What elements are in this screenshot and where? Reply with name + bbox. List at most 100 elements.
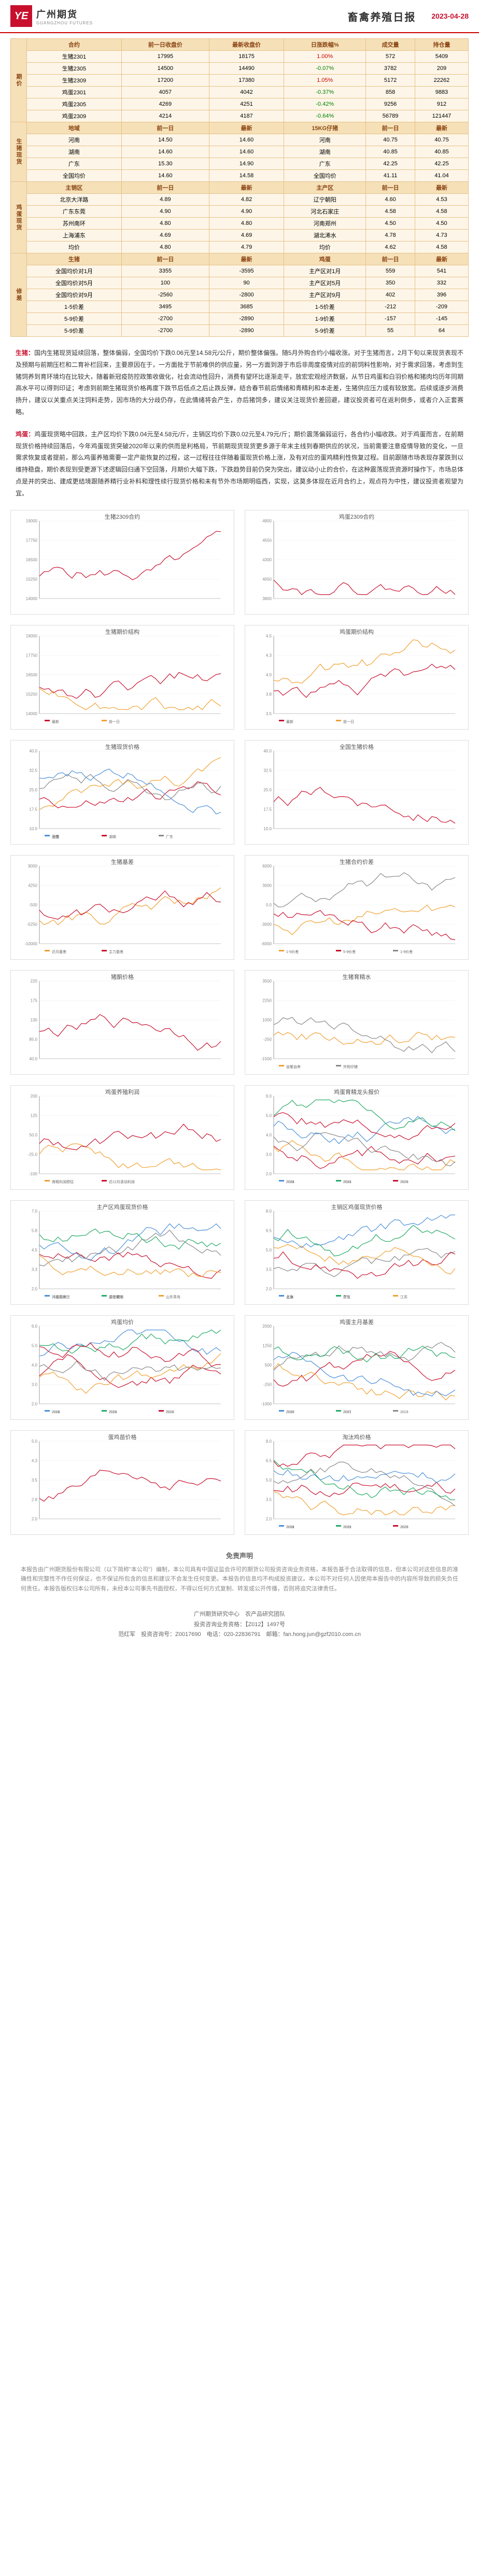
table-cell: 4.82 xyxy=(209,194,284,206)
chart-svg: 7.05.84.53.32.0河南郑州辽宁朝阳山东青岛河北石家庄湖北浠水 xyxy=(11,1201,234,1304)
svg-text:3800: 3800 xyxy=(262,596,272,601)
table-cell: 广东 xyxy=(284,158,366,170)
price-table: 期价合约前一日收盘价最新收盘价日涨跌幅%成交量持仓量生猪230117995181… xyxy=(10,38,469,337)
table-cell: 4269 xyxy=(121,98,209,110)
svg-text:3.5: 3.5 xyxy=(266,711,272,716)
table-cell: 100 xyxy=(121,277,209,289)
table-header-cell: 持仓量 xyxy=(415,39,468,51)
svg-text:50.0: 50.0 xyxy=(29,1133,37,1137)
svg-text:-250: -250 xyxy=(263,1037,272,1042)
logo-text: 广州期货 GUANGZHOU FUTURES xyxy=(36,7,93,25)
table-cell: 15.30 xyxy=(121,158,209,170)
svg-text:5.8: 5.8 xyxy=(32,1228,38,1233)
table-cell: 64 xyxy=(415,325,468,337)
svg-text:32.5: 32.5 xyxy=(29,768,37,773)
svg-text:4050: 4050 xyxy=(262,577,272,581)
table-cell: 4.58 xyxy=(415,206,468,218)
table-cell: 4251 xyxy=(209,98,284,110)
table-cell: 5409 xyxy=(415,51,468,63)
table-cell: 3782 xyxy=(366,63,415,75)
svg-text:育精利润预估: 育精利润预估 xyxy=(52,1179,74,1184)
table-cell: 1.00% xyxy=(284,51,366,63)
svg-text:上海: 上海 xyxy=(286,1294,293,1299)
table-cell: 14.60 xyxy=(209,146,284,158)
table-cell: 鸡蛋2305 xyxy=(27,98,122,110)
table-cell: 9883 xyxy=(415,87,468,98)
svg-text:主力基差: 主力基差 xyxy=(109,949,123,954)
table-cell: 均价 xyxy=(27,241,122,253)
table-cell: 4.80 xyxy=(121,218,209,230)
chart-panel: 生猪合约价差600030000.0-3000-60001-5价差5-9价差1-9… xyxy=(245,855,469,960)
chart-svg: 4.54.34.03.83.5最新前一日 xyxy=(245,625,468,729)
table-cell: 主产区对9月 xyxy=(284,289,366,301)
svg-text:自繁自养: 自繁自养 xyxy=(286,1064,301,1069)
svg-text:-100: -100 xyxy=(29,1172,38,1176)
table-row: 广东东莞4.904.90河北石家庄4.584.58 xyxy=(11,206,469,218)
table-cell: 121447 xyxy=(415,110,468,122)
table-cell: 541 xyxy=(415,265,468,277)
table-row: 上海浦东4.694.69湖北浠水4.784.73 xyxy=(11,230,469,241)
table-cell: 4187 xyxy=(209,110,284,122)
table-cell: -209 xyxy=(415,301,468,313)
svg-text:25.0: 25.0 xyxy=(263,788,272,792)
svg-text:-1000: -1000 xyxy=(261,1402,272,1406)
report-date: 2023-04-28 xyxy=(431,12,469,20)
table-cell: 4.80 xyxy=(121,241,209,253)
table-cell: 主产区对5月 xyxy=(284,277,366,289)
chart-panel: 蛋鸡苗价格5.04.33.52.82.0 xyxy=(10,1430,234,1535)
svg-text:4550: 4550 xyxy=(262,538,272,543)
table-header-cell: 最新 xyxy=(415,182,468,194)
table-row: 1-5价差349536851-5价差-212-209 xyxy=(11,301,469,313)
table-cell: 17200 xyxy=(121,75,209,87)
chart-title: 全国生猪价格 xyxy=(245,743,468,751)
table-cell: 14.60 xyxy=(121,146,209,158)
chart-svg: 1900017750165001525014000最新前一日 xyxy=(11,625,234,729)
svg-text:前一日: 前一日 xyxy=(109,719,120,724)
svg-text:5.0: 5.0 xyxy=(266,1248,272,1253)
table-header-cell: 前一日 xyxy=(121,122,209,134)
svg-text:山东青岛: 山东青岛 xyxy=(166,1294,180,1299)
svg-text:-25.0: -25.0 xyxy=(28,1152,38,1157)
table-cell: 56789 xyxy=(366,110,415,122)
svg-text:125: 125 xyxy=(31,1113,38,1118)
company-name-en: GUANGZHOU FUTURES xyxy=(36,21,93,25)
chart-title: 生猪基差 xyxy=(11,858,234,866)
table-row: 全国均价对9月-2560-2800主产区对9月402396 xyxy=(11,289,469,301)
chart-title: 生猪2309合约 xyxy=(11,513,234,521)
table-cell: 40.75 xyxy=(366,134,415,146)
table-cell: -2700 xyxy=(121,325,209,337)
svg-text:4.3: 4.3 xyxy=(32,1458,38,1463)
table-cell: 1-5价差 xyxy=(27,301,122,313)
table-cell: 14.90 xyxy=(209,158,284,170)
chart-svg: 8.06.55.03.52.0北京广东江苏上海浙江 xyxy=(245,1201,468,1304)
table-cell: 14.50 xyxy=(121,134,209,146)
table-header-cell: 最新 xyxy=(209,182,284,194)
table-cell: 5-9价差 xyxy=(27,313,122,325)
table-row: 全国均价对1月3355-3595主产区对1月559541 xyxy=(11,265,469,277)
svg-text:2019: 2019 xyxy=(400,1411,408,1414)
table-cell: 4.69 xyxy=(121,230,209,241)
svg-text:2022: 2022 xyxy=(109,1411,117,1414)
commentary-pig: 生猪：国内生猪现货延续回落，整体偏弱，全国均价下跌0.06元至14.58元/公斤… xyxy=(0,342,479,423)
table-cell: 生猪2309 xyxy=(27,75,122,87)
svg-text:6.5: 6.5 xyxy=(266,1458,272,1463)
table-cell: 4042 xyxy=(209,87,284,98)
table-cell: 4.58 xyxy=(415,241,468,253)
table-side-label: 期价 xyxy=(11,39,27,122)
table-cell: 5-9价差 xyxy=(284,325,366,337)
table-header-cell: 最新 xyxy=(415,122,468,134)
table-cell: -0.07% xyxy=(284,63,366,75)
table-cell: 4.50 xyxy=(366,218,415,230)
svg-text:2021: 2021 xyxy=(286,1526,294,1529)
chart-svg: 5.04.33.52.82.0 xyxy=(11,1431,234,1534)
chart-title: 主产区鸡蛋现货价格 xyxy=(11,1203,234,1211)
svg-text:5.0: 5.0 xyxy=(32,1343,38,1348)
svg-text:4.5: 4.5 xyxy=(32,1248,38,1253)
svg-text:2.0: 2.0 xyxy=(32,1287,38,1291)
table-header-cell: 主销区 xyxy=(27,182,122,194)
table-cell: 4.50 xyxy=(415,218,468,230)
price-tables: 期价合约前一日收盘价最新收盘价日涨跌幅%成交量持仓量生猪230117995181… xyxy=(0,33,479,342)
table-cell: 苏州南环 xyxy=(27,218,122,230)
chart-title: 生猪现货价格 xyxy=(11,743,234,751)
table-row: 生猪230117995181751.00%5725409 xyxy=(11,51,469,63)
